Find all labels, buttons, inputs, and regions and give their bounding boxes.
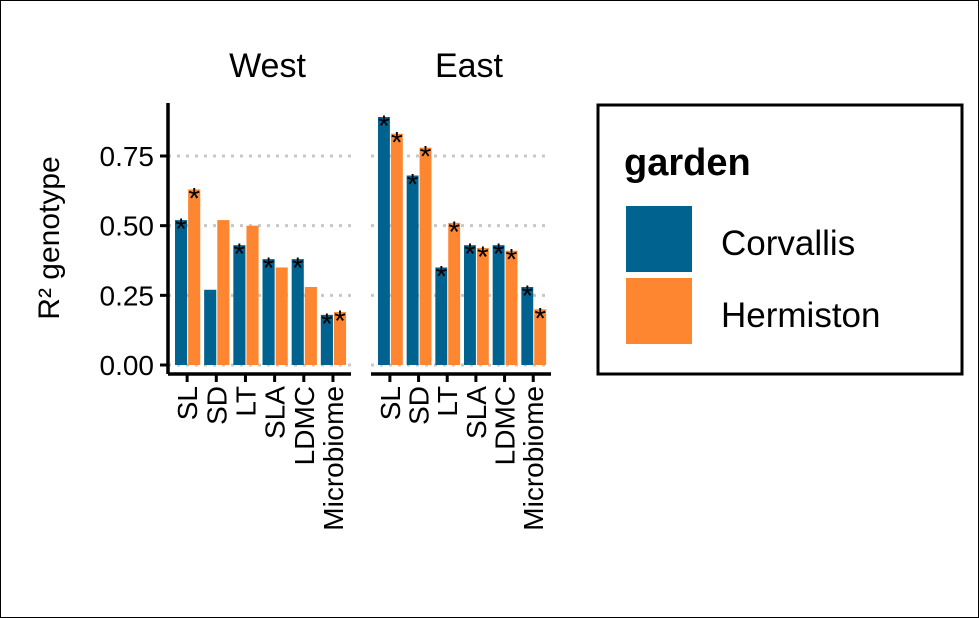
x-tick-label: SLA (461, 386, 492, 439)
bar-hermiston-ldmc (505, 250, 518, 365)
x-tick-label: SLA (260, 386, 291, 439)
legend: garden Corvallis Hermiston (596, 103, 964, 376)
x-tick-label: LT (432, 386, 463, 417)
bar-hermiston-lt (246, 225, 259, 365)
bar-corvallis-ldmc (291, 259, 304, 365)
bar-corvallis-sd (406, 175, 419, 365)
y-axis-label: R² genotype (33, 156, 66, 319)
significance-star: * (321, 308, 333, 341)
bar-hermiston-lt (448, 222, 461, 365)
x-tick-label: SD (404, 386, 435, 425)
x-tick-label: LDMC (490, 386, 521, 465)
significance-star: * (188, 182, 200, 215)
significance-star: * (391, 127, 403, 160)
legend-swatch-hermiston (626, 278, 692, 344)
bar-hermiston-sd (217, 220, 230, 365)
bar-corvallis-sla (464, 245, 476, 365)
x-tick-label: LT (230, 386, 261, 417)
bar-hermiston-ldmc (304, 286, 317, 365)
significance-star: * (464, 238, 476, 271)
x-tick-label: LDMC (289, 386, 320, 465)
x-tick-label: Microbiome (518, 386, 549, 531)
bar-corvallis-lt (233, 245, 246, 365)
bar-hermiston-sl (188, 189, 201, 365)
bars: ** * ******** *** *** ** (175, 110, 546, 365)
legend-swatch-corvallis (626, 206, 692, 272)
bar-corvallis-ldmc (492, 245, 505, 365)
y-tick-label: 0.75 (100, 141, 155, 172)
legend-title: garden (624, 142, 751, 184)
significance-star: * (521, 280, 533, 313)
significance-star: * (477, 241, 489, 274)
bar-corvallis-microbiome (320, 314, 333, 365)
x-tick-label: SL (172, 386, 203, 420)
legend-label-corvallis: Corvallis (721, 224, 855, 263)
bar-corvallis-sla (262, 259, 275, 365)
bar-corvallis-lt (435, 267, 448, 365)
bar-hermiston-microbiome (333, 312, 347, 365)
significance-star: * (175, 213, 187, 246)
y-tick-label: 0.00 (100, 350, 155, 381)
y-tick-label: 0.50 (100, 211, 155, 242)
x-tick-label: SL (375, 386, 406, 420)
bar-hermiston-microbiome (534, 309, 547, 365)
significance-star: * (506, 244, 518, 277)
bar-corvallis-microbiome (521, 286, 534, 365)
facet-title: East (435, 47, 504, 85)
axes: WestSLSDLTSLALDMCMicrobiome0.000.250.500… (100, 47, 551, 531)
significance-star: * (493, 238, 505, 271)
significance-star: * (263, 252, 275, 285)
bar-hermiston-sla (476, 247, 489, 365)
legend-label-hermiston: Hermiston (721, 296, 880, 335)
significance-star: * (435, 260, 447, 293)
bar-hermiston-sla (275, 267, 288, 365)
x-tick-label: Microbiome (318, 386, 349, 531)
bar-hermiston-sd (419, 147, 432, 365)
significance-star: * (292, 252, 304, 285)
significance-star: * (534, 302, 546, 335)
significance-star: * (334, 305, 346, 338)
x-tick-label: SD (201, 386, 232, 425)
bar-corvallis-sl (175, 220, 188, 365)
significance-star: * (448, 216, 460, 249)
significance-star: * (407, 169, 419, 202)
y-tick-label: 0.25 (100, 280, 155, 311)
bar-corvallis-sd (204, 289, 217, 365)
significance-star: * (234, 238, 246, 271)
bar-corvallis-sl (378, 116, 390, 365)
facet-title: West (229, 47, 306, 85)
significance-star: * (420, 141, 432, 174)
significance-star: * (378, 110, 390, 143)
bar-hermiston-sl (390, 133, 403, 365)
